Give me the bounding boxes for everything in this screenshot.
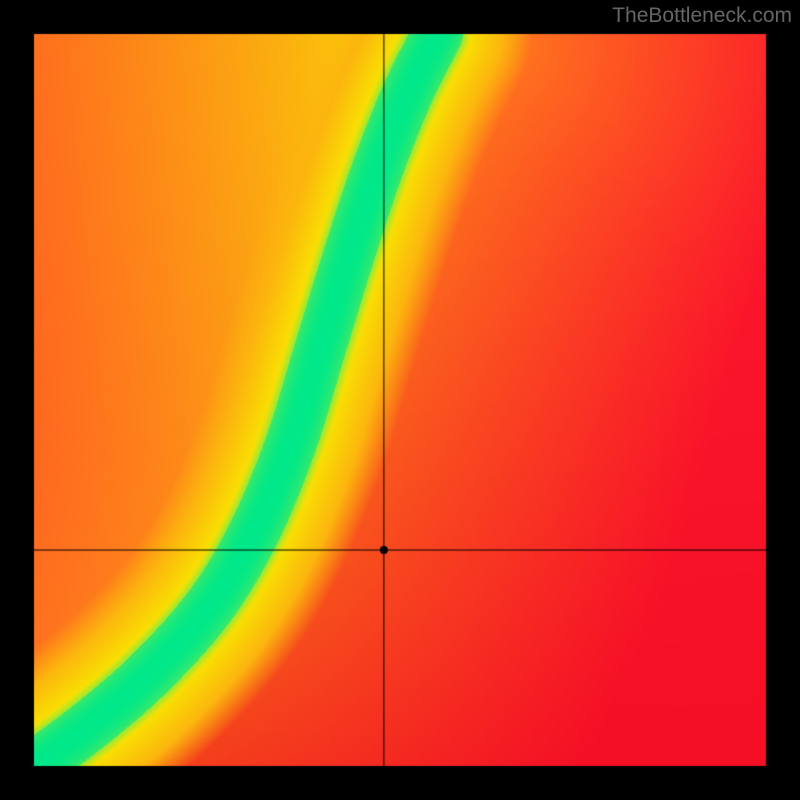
chart-container: TheBottleneck.com [0,0,800,800]
watermark-text: TheBottleneck.com [612,4,792,28]
heatmap-canvas [0,0,800,800]
